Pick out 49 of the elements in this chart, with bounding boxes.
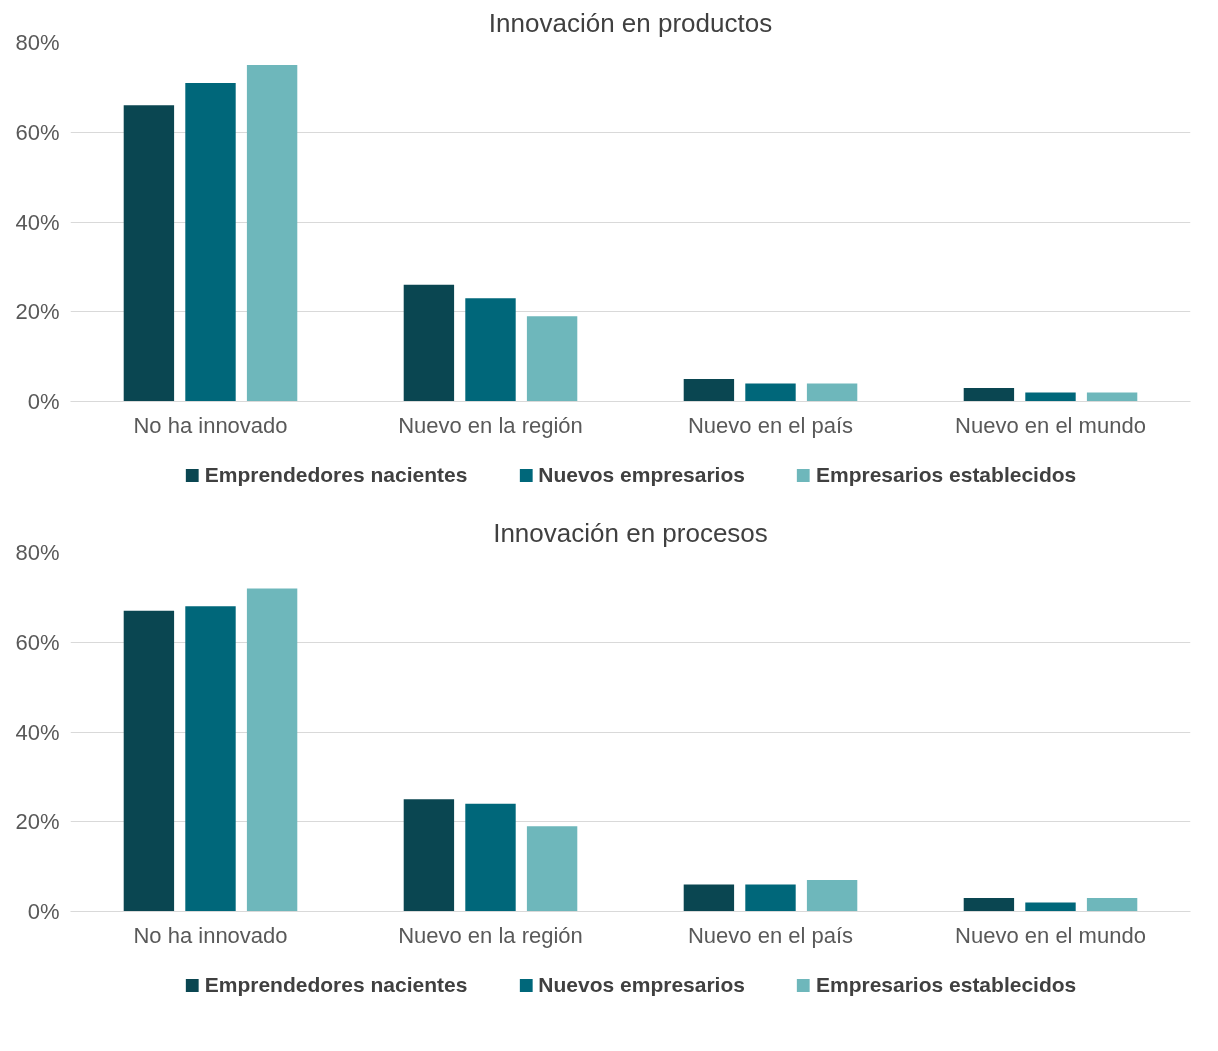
bar [1025, 392, 1076, 402]
bar [403, 284, 455, 402]
bar [526, 316, 578, 402]
chart-title: Innovación en productos [488, 7, 773, 38]
bar [403, 799, 455, 912]
bar [1086, 898, 1138, 912]
bar [465, 803, 516, 912]
bar [185, 82, 236, 402]
bar [1025, 902, 1076, 912]
y-tick-label: 20% [15, 809, 60, 835]
y-tick-label: 80% [15, 540, 60, 565]
legend-label: Empresarios establecidos [815, 973, 1077, 997]
bar [806, 880, 858, 912]
bar [963, 898, 1015, 912]
y-tick-label: 0% [27, 899, 60, 924]
y-tick-label: 20% [15, 299, 60, 325]
y-tick-label: 40% [15, 209, 60, 235]
bar [185, 606, 236, 912]
y-tick-label: 40% [15, 719, 60, 745]
x-tick-label: No ha innovado [133, 922, 288, 948]
bar [806, 383, 858, 402]
bar [526, 826, 578, 912]
bar [465, 298, 516, 402]
bar [683, 884, 735, 912]
bar [246, 64, 298, 402]
bar [683, 379, 735, 402]
legend-label: Emprendedores nacientes [204, 463, 468, 487]
bar [123, 610, 175, 912]
y-tick-label: 0% [27, 389, 60, 414]
x-tick-label: Nuevo en el país [687, 412, 854, 438]
y-tick-label: 80% [15, 30, 60, 55]
x-tick-label: Nuevo en el país [687, 922, 854, 948]
bar [745, 884, 796, 912]
bar [745, 383, 796, 402]
legend-label: Empresarios establecidos [815, 463, 1077, 487]
legend-label: Nuevos empresarios [538, 973, 745, 997]
bar [123, 105, 175, 402]
x-tick-label: Nuevo en la región [398, 922, 583, 948]
legend-label: Nuevos empresarios [538, 463, 745, 487]
y-tick-label: 60% [15, 119, 60, 145]
bar [963, 388, 1015, 402]
x-tick-label: Nuevo en el mundo [955, 412, 1146, 438]
bar [246, 588, 298, 912]
x-tick-label: Nuevo en el mundo [955, 922, 1146, 948]
legend-label: Emprendedores nacientes [204, 973, 468, 997]
chart-title: Innovación en procesos [493, 517, 768, 548]
x-tick-label: Nuevo en la región [398, 412, 583, 438]
x-tick-label: No ha innovado [133, 412, 288, 438]
y-tick-label: 60% [15, 629, 60, 655]
